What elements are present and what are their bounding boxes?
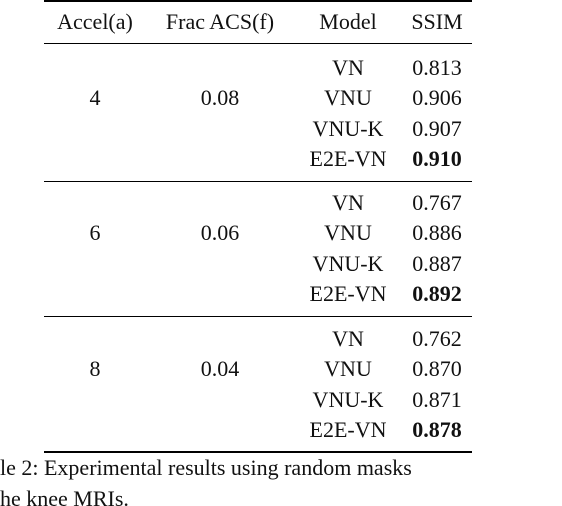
bottom-rule [44, 451, 472, 453]
accel-cell: 8 [89, 356, 101, 382]
model-cell: VN [332, 55, 364, 80]
model-cell: VNU-K [312, 250, 384, 276]
model-cell: VNU [324, 356, 372, 382]
header-rule [44, 43, 472, 44]
model-cell: VNU-K [312, 386, 384, 412]
ssim-cell: 0.906 [412, 85, 462, 111]
group-rule [44, 316, 472, 317]
header-cell: SSIM [411, 9, 463, 34]
ssim-cell: 0.767 [412, 190, 462, 215]
ssim-cell: 0.762 [412, 326, 462, 351]
header-cell: Model [319, 9, 377, 34]
accel-cell: 6 [89, 220, 101, 246]
model-cell: E2E-VN [309, 145, 387, 171]
ssim-cell: 0.892 [412, 280, 462, 306]
ssim-cell: 0.887 [412, 250, 462, 276]
model-cell: VNU [324, 220, 372, 246]
accel-cell: 4 [89, 85, 101, 111]
ssim-cell: 0.878 [412, 416, 462, 442]
ssim-cell: 0.907 [412, 115, 462, 141]
ssim-cell: 0.871 [412, 386, 462, 412]
model-cell: VNU [324, 85, 372, 111]
model-cell: E2E-VN [309, 416, 387, 442]
ssim-cell: 0.870 [412, 356, 462, 382]
model-cell: VN [332, 326, 364, 351]
ssim-cell: 0.886 [412, 220, 462, 246]
frac-cell: 0.08 [200, 85, 240, 111]
model-cell: E2E-VN [309, 280, 387, 306]
header-cell: Frac ACS(f) [165, 9, 275, 34]
frac-cell: 0.04 [200, 356, 240, 382]
header-cell: Accel(a) [57, 9, 133, 34]
top-rule [44, 0, 472, 2]
caption-line: he knee MRIs. [0, 486, 129, 506]
model-cell: VN [332, 190, 364, 215]
ssim-cell: 0.813 [412, 55, 462, 80]
frac-cell: 0.06 [200, 220, 240, 246]
caption-line: le 2: Experimental results using random … [0, 455, 412, 480]
ssim-cell: 0.910 [412, 145, 462, 171]
group-rule [44, 181, 472, 182]
model-cell: VNU-K [312, 115, 384, 141]
